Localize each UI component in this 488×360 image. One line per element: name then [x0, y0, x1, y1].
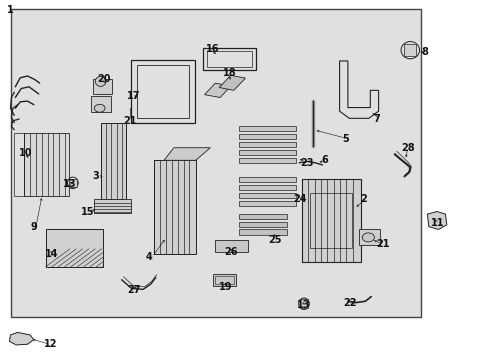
Bar — [238, 158, 296, 163]
Text: 19: 19 — [219, 282, 232, 292]
Bar — [93, 79, 112, 94]
Polygon shape — [427, 212, 446, 229]
Text: 17: 17 — [126, 91, 140, 101]
Text: 20: 20 — [97, 74, 110, 84]
Bar — [215, 276, 233, 284]
Bar — [238, 126, 296, 131]
Bar — [11, 9, 420, 317]
Ellipse shape — [94, 104, 105, 112]
Ellipse shape — [95, 76, 106, 86]
Polygon shape — [204, 83, 230, 98]
Bar — [310, 193, 351, 248]
Text: 23: 23 — [300, 158, 313, 168]
Text: 25: 25 — [267, 235, 281, 245]
Bar — [404, 44, 415, 56]
Text: 28: 28 — [401, 143, 414, 153]
Bar — [238, 229, 287, 234]
Bar — [238, 142, 296, 147]
Bar — [212, 274, 236, 286]
Text: 18: 18 — [222, 68, 236, 78]
Bar — [238, 193, 296, 198]
Bar — [203, 48, 255, 69]
Text: 6: 6 — [321, 155, 327, 165]
Text: 3: 3 — [92, 171, 99, 181]
Text: 22: 22 — [342, 298, 356, 308]
Bar — [358, 229, 379, 245]
Text: 9: 9 — [31, 222, 38, 232]
Bar — [238, 222, 287, 226]
Bar — [206, 50, 251, 67]
Bar — [238, 177, 296, 182]
Bar — [137, 64, 188, 118]
Text: 13: 13 — [297, 300, 310, 310]
Ellipse shape — [362, 233, 374, 242]
Polygon shape — [9, 332, 34, 345]
Text: 2: 2 — [360, 194, 366, 204]
Bar — [69, 179, 77, 187]
Text: 4: 4 — [146, 252, 152, 262]
Polygon shape — [163, 148, 210, 160]
Text: 1: 1 — [6, 5, 13, 15]
Text: 16: 16 — [205, 44, 219, 54]
Text: 15: 15 — [81, 207, 95, 217]
Text: 12: 12 — [43, 339, 57, 349]
Bar — [24, 134, 69, 196]
Bar — [300, 300, 307, 308]
Bar — [238, 214, 287, 219]
Text: 13: 13 — [63, 179, 77, 189]
Bar — [302, 179, 360, 262]
Bar — [238, 150, 296, 155]
Bar — [131, 60, 194, 123]
Text: 21: 21 — [123, 116, 137, 126]
Bar — [215, 240, 248, 252]
Text: 26: 26 — [224, 247, 237, 257]
Bar — [238, 201, 296, 206]
Text: 24: 24 — [293, 194, 306, 204]
Text: 11: 11 — [430, 218, 444, 228]
Text: 14: 14 — [44, 248, 58, 258]
Text: 27: 27 — [127, 285, 141, 296]
Text: 21: 21 — [375, 239, 389, 249]
Bar — [14, 134, 24, 196]
Bar — [101, 123, 126, 199]
Bar — [45, 229, 103, 267]
Bar — [238, 134, 296, 139]
Text: 7: 7 — [373, 114, 380, 124]
Text: 10: 10 — [19, 148, 33, 158]
Text: 5: 5 — [341, 134, 348, 144]
Polygon shape — [219, 75, 245, 90]
Bar — [91, 96, 111, 112]
Bar — [154, 160, 195, 253]
Bar — [238, 185, 296, 190]
Text: 8: 8 — [420, 46, 427, 57]
Bar — [94, 199, 131, 213]
